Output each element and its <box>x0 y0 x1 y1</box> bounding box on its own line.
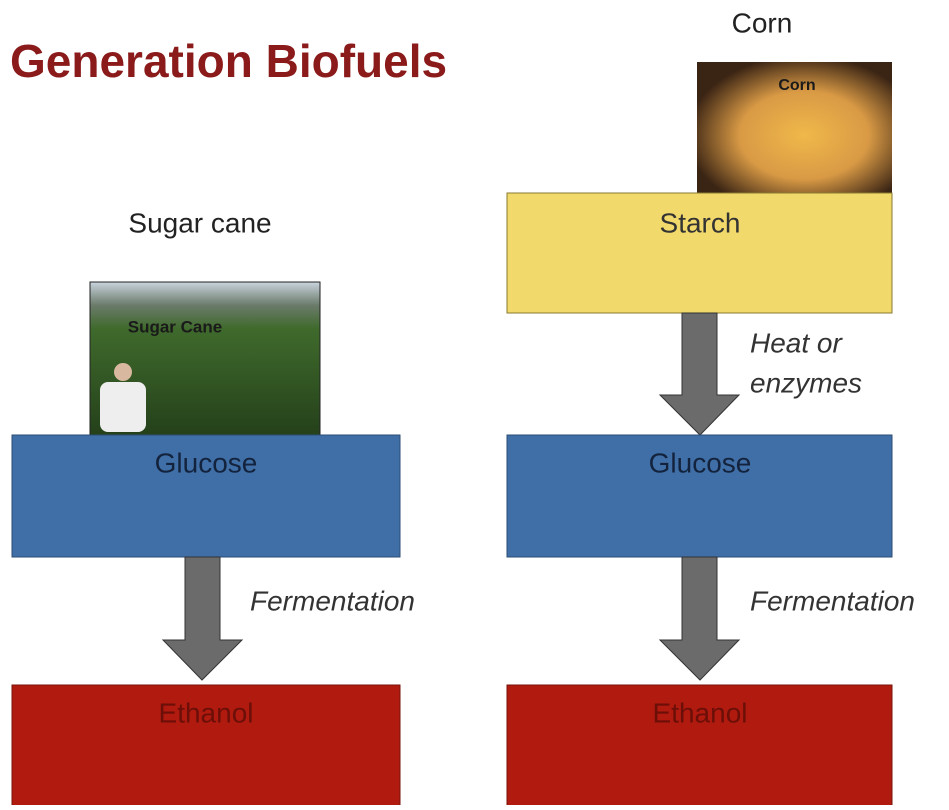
glucose-box <box>11 434 401 558</box>
arrow <box>658 312 741 436</box>
ethanol-box <box>506 684 893 810</box>
source-label: Corn <box>732 7 793 38</box>
arrow-label: Fermentation <box>250 585 415 616</box>
box-label: Ethanol <box>653 697 748 728</box>
arrow-label: Fermentation <box>750 585 915 616</box>
box-label: Ethanol <box>159 697 254 728</box>
arrow <box>658 556 741 681</box>
arrow <box>161 556 244 681</box>
arrow-label: Heat or <box>750 327 843 358</box>
box-label: Glucose <box>155 447 258 478</box>
box-label: Starch <box>660 207 741 238</box>
starch-box <box>506 192 893 314</box>
source-label: Sugar cane <box>128 207 271 238</box>
photo-person <box>114 363 132 381</box>
image-label: Corn <box>778 77 815 94</box>
image-label: Sugar Cane <box>128 317 222 336</box>
corn-photo <box>697 62 892 195</box>
photo-person <box>100 382 146 432</box>
glucose-box <box>506 434 893 558</box>
ethanol-box <box>11 684 401 810</box>
box-label: Glucose <box>649 447 752 478</box>
arrow-label: enzymes <box>750 367 862 398</box>
title: Generation Biofuels <box>10 35 447 87</box>
